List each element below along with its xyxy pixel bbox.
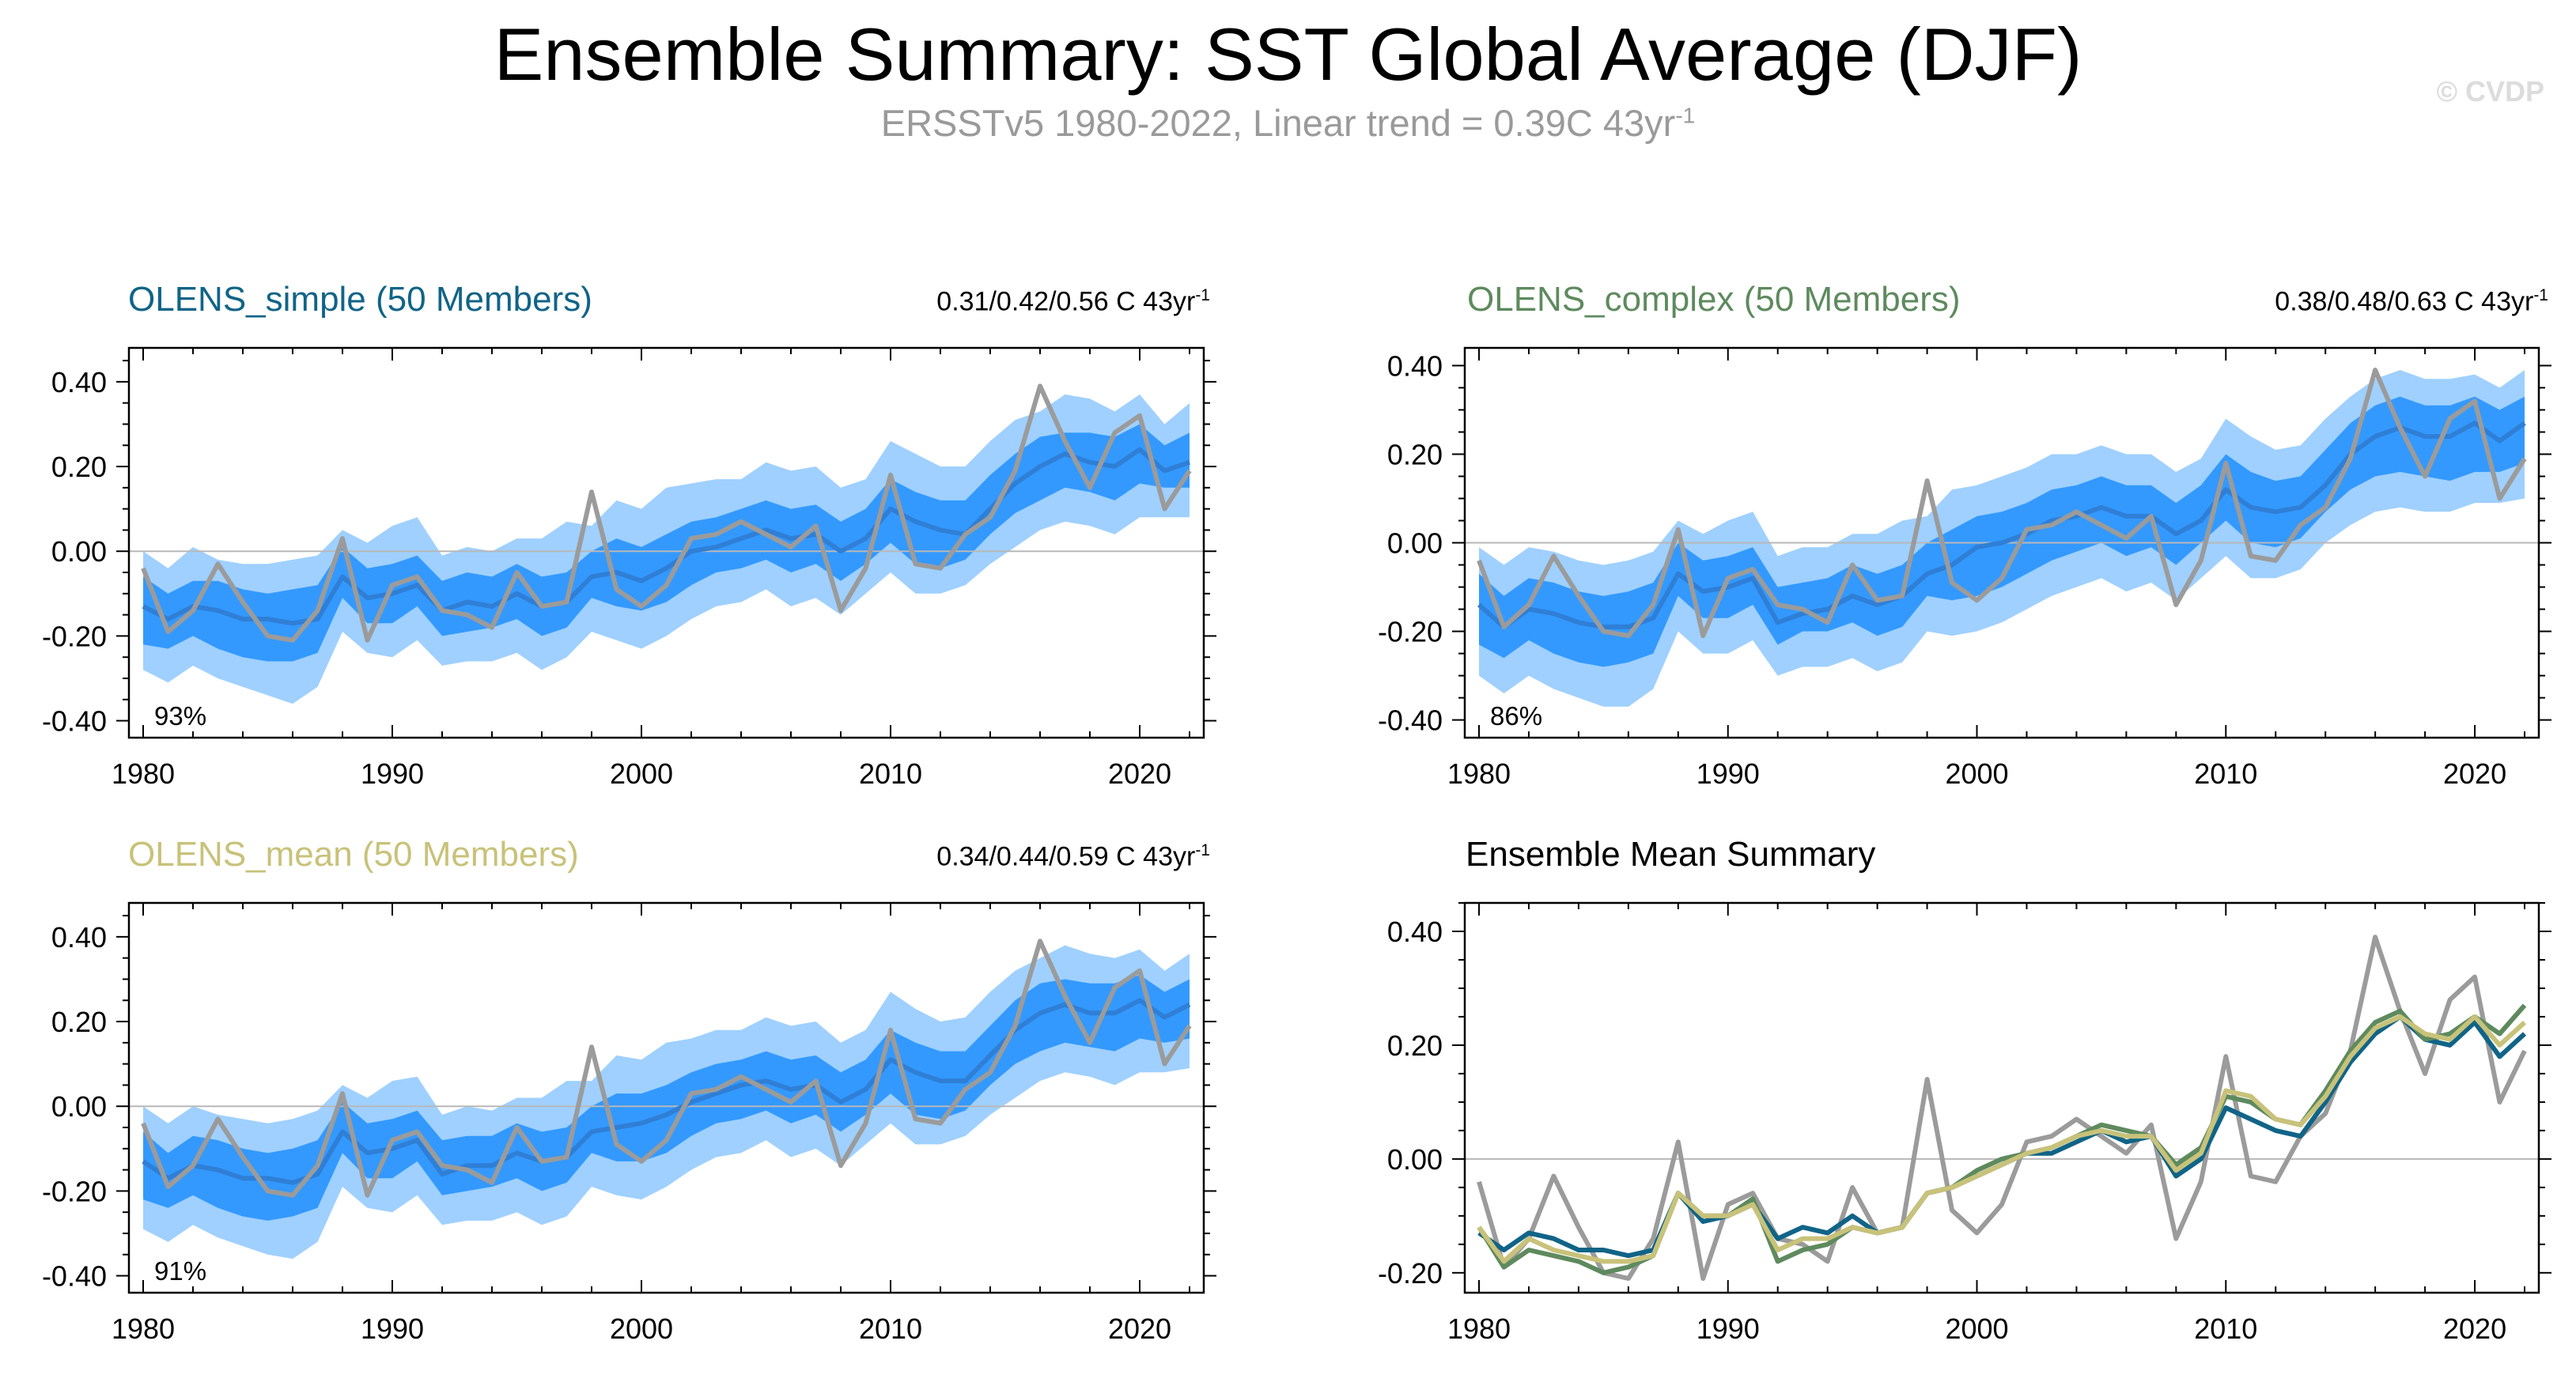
x-tick-label: 1980 <box>1447 757 1511 790</box>
band-25-75 <box>143 424 1190 662</box>
chart-panel-0: 1980 1990 2000 2010 2020 -0.40 -0.20 0.00 0.20 0.… <box>42 346 1216 790</box>
y-tick-label: 0.20 <box>51 1006 107 1038</box>
trend-text: 0.34/0.44/0.59 C 43yr <box>936 841 1196 872</box>
y-tick-label: 0.00 <box>51 535 107 568</box>
x-tick-label: 2010 <box>2194 1312 2257 1345</box>
panel-title-olens-mean: OLENS_mean (50 Members) <box>128 835 579 874</box>
trend-text: 0.38/0.48/0.63 C 43yr <box>2275 286 2534 317</box>
x-tick-label: 1990 <box>361 757 424 790</box>
trend-superscript: -1 <box>2533 286 2548 304</box>
band-25-75 <box>1479 396 2525 667</box>
subtitle-text: ERSSTv5 1980-2022, Linear trend = 0.39C … <box>880 102 1676 144</box>
subtitle-superscript: -1 <box>1675 103 1696 128</box>
page-subtitle: ERSSTv5 1980-2022, Linear trend = 0.39C … <box>0 104 2576 142</box>
y-tick-label: 0.20 <box>1387 438 1443 470</box>
chart-panel-3: 1980 1990 2000 2010 2020 -0.20 0.00 0.20 0.40 <box>1378 901 2551 1345</box>
panel-title-olens-complex: OLENS_complex (50 Members) <box>1467 280 1961 319</box>
plot-frame <box>127 346 1205 739</box>
series-line-observed <box>1477 935 2527 1281</box>
chart-panel-1: 1980 1990 2000 2010 2020 -0.40 -0.20 0.00 0.20 0.… <box>1378 346 2551 790</box>
y-tick-label: 0.20 <box>1387 1029 1443 1062</box>
x-tick-label: 1990 <box>1697 1312 1760 1345</box>
page-title: Ensemble Summary: SST Global Average (DJ… <box>494 13 2082 96</box>
series-line-observed <box>1477 368 2527 639</box>
x-tick-label: 2020 <box>2443 1312 2506 1345</box>
series-line-observed <box>141 938 1192 1198</box>
y-tick-label: 0.40 <box>51 921 107 954</box>
percent-label: 91% <box>154 1256 206 1286</box>
x-tick-label: 2000 <box>610 1312 673 1345</box>
band-25-75 <box>143 975 1190 1221</box>
x-tick-label: 1980 <box>1447 1312 1511 1345</box>
x-tick-label: 2010 <box>859 1312 922 1345</box>
y-tick-label: 0.00 <box>51 1090 107 1123</box>
y-tick-label: 0.00 <box>1387 527 1443 560</box>
panel-title-olens-simple: OLENS_simple (50 Members) <box>128 280 592 319</box>
panel-title-ensemble-mean-summary: Ensemble Mean Summary <box>1466 835 1876 874</box>
y-tick-label: 0.40 <box>1387 916 1443 948</box>
x-tick-label: 2000 <box>610 757 673 790</box>
cvdp-watermark: © CVDP <box>2436 75 2544 108</box>
y-tick-label: -0.20 <box>1378 1257 1443 1290</box>
y-tick-label: -0.20 <box>1378 616 1443 648</box>
x-tick-label: 2010 <box>2194 757 2257 790</box>
x-tick-label: 2020 <box>1108 1312 1171 1345</box>
y-tick-label: 0.00 <box>1387 1143 1443 1176</box>
y-tick-label: -0.40 <box>1378 704 1443 737</box>
y-tick-label: -0.40 <box>42 705 107 738</box>
y-tick-label: -0.20 <box>42 1175 107 1207</box>
x-tick-label: 2020 <box>1108 757 1171 790</box>
panel-trend-olens-complex: 0.38/0.48/0.63 C 43yr-1 <box>2275 287 2548 315</box>
series-line-olens-mean <box>1477 1014 2527 1264</box>
plot-frame <box>1463 901 2540 1294</box>
x-tick-label: 1990 <box>1697 757 1760 790</box>
plot-frame <box>127 901 1205 1294</box>
series-line-ensemble-mean <box>142 447 1190 626</box>
panel-trend-olens-mean: 0.34/0.44/0.59 C 43yr-1 <box>936 842 1210 870</box>
x-tick-label: 2000 <box>1945 757 2008 790</box>
series-line-observed <box>141 383 1192 643</box>
x-tick-label: 2010 <box>859 757 922 790</box>
y-tick-label: 0.40 <box>1387 349 1443 382</box>
chart-panel-2: 1980 1990 2000 2010 2020 -0.40 -0.20 0.00 0.20 0.… <box>42 901 1216 1345</box>
y-tick-label: -0.20 <box>42 620 107 652</box>
x-tick-label: 1980 <box>112 1312 175 1345</box>
x-tick-label: 2020 <box>2443 757 2506 790</box>
series-line-olens-simple <box>1477 1014 2527 1259</box>
percent-label: 93% <box>154 701 206 731</box>
y-tick-label: -0.40 <box>42 1260 107 1293</box>
trend-text: 0.31/0.42/0.56 C 43yr <box>936 286 1196 317</box>
x-tick-label: 1980 <box>112 757 175 790</box>
trend-superscript: -1 <box>1195 286 1210 304</box>
x-tick-label: 1990 <box>361 1312 424 1345</box>
percent-label: 86% <box>1490 701 1542 731</box>
x-tick-label: 2000 <box>1945 1312 2008 1345</box>
y-tick-label: 0.20 <box>51 451 107 483</box>
trend-superscript: -1 <box>1195 841 1210 859</box>
y-tick-label: 0.40 <box>51 366 107 398</box>
panel-trend-olens-simple: 0.31/0.42/0.56 C 43yr-1 <box>936 287 1210 315</box>
